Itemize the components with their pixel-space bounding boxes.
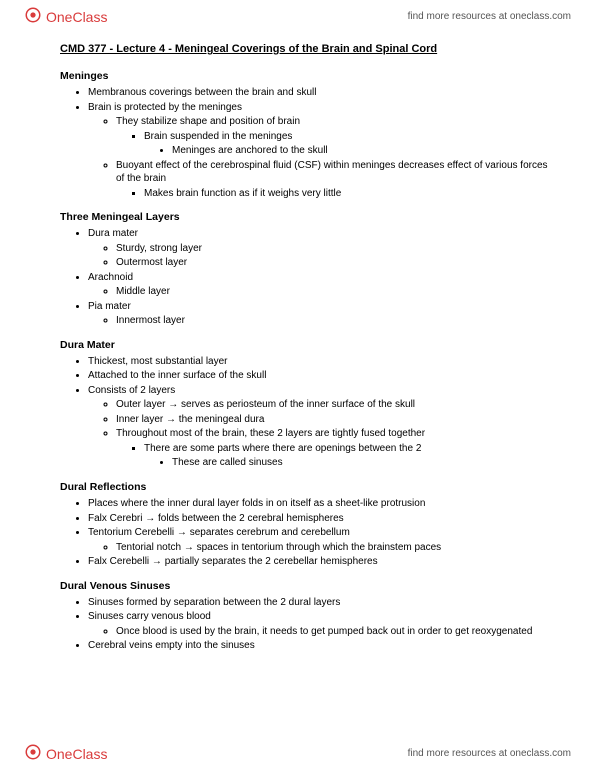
list-item: There are some parts where there are ope…: [144, 442, 555, 470]
list-item: Sinuses formed by separation between the…: [88, 596, 555, 610]
logo-icon: [24, 6, 42, 27]
list-item: Falx Cerebelli → partially separates the…: [88, 555, 555, 569]
list-item: Tentorial notch → spaces in tentorium th…: [116, 541, 555, 555]
list-item: Pia materInnermost layer: [88, 300, 555, 328]
list-item: Thickest, most substantial layer: [88, 355, 555, 369]
bullet-list: Outer layer → serves as periosteum of th…: [88, 398, 555, 470]
header-bar: OneClass find more resources at oneclass…: [0, 0, 595, 33]
list-item: These are called sinuses: [172, 456, 555, 470]
list-item: Dura materSturdy, strong layerOutermost …: [88, 227, 555, 270]
bullet-list: Innermost layer: [88, 314, 555, 328]
bullet-list: Meninges are anchored to the skull: [144, 144, 555, 158]
header-tagline[interactable]: find more resources at oneclass.com: [408, 11, 571, 22]
list-item: Places where the inner dural layer folds…: [88, 497, 555, 511]
list-item: Sturdy, strong layer: [116, 242, 555, 256]
footer-tagline[interactable]: find more resources at oneclass.com: [408, 748, 571, 759]
list-item: Once blood is used by the brain, it need…: [116, 625, 555, 639]
brand-logo-footer[interactable]: OneClass: [24, 743, 107, 764]
brand-name: OneClass: [46, 9, 107, 25]
brand-name-footer: OneClass: [46, 746, 107, 762]
bullet-list: Tentorial notch → spaces in tentorium th…: [88, 541, 555, 555]
list-item: Brain suspended in the meningesMeninges …: [144, 130, 555, 158]
section-heading: Dural Reflections: [60, 480, 555, 494]
bullet-list: They stabilize shape and position of bra…: [88, 115, 555, 200]
list-item: Tentorium Cerebelli → separates cerebrum…: [88, 526, 555, 554]
bullet-list: Membranous coverings between the brain a…: [60, 86, 555, 200]
list-item: Buoyant effect of the cerebrospinal flui…: [116, 159, 555, 201]
list-item: Cerebral veins empty into the sinuses: [88, 639, 555, 653]
bullet-list: Dura materSturdy, strong layerOutermost …: [60, 227, 555, 328]
list-item: Throughout most of the brain, these 2 la…: [116, 427, 555, 470]
list-item: Membranous coverings between the brain a…: [88, 86, 555, 100]
section-heading: Meninges: [60, 69, 555, 83]
list-item: Inner layer → the meningeal dura: [116, 413, 555, 427]
list-item: Sinuses carry venous bloodOnce blood is …: [88, 610, 555, 638]
bullet-list: These are called sinuses: [144, 456, 555, 470]
list-item: ArachnoidMiddle layer: [88, 271, 555, 299]
footer-bar: OneClass find more resources at oneclass…: [0, 737, 595, 770]
document-title: CMD 377 - Lecture 4 - Meningeal Covering…: [60, 42, 555, 57]
bullet-list: Places where the inner dural layer folds…: [60, 497, 555, 569]
list-item: Middle layer: [116, 285, 555, 299]
list-item: They stabilize shape and position of bra…: [116, 115, 555, 158]
brand-logo[interactable]: OneClass: [24, 6, 107, 27]
list-item: Outer layer → serves as periosteum of th…: [116, 398, 555, 412]
section-heading: Dura Mater: [60, 338, 555, 352]
list-item: Attached to the inner surface of the sku…: [88, 369, 555, 383]
bullet-list: Sinuses formed by separation between the…: [60, 596, 555, 653]
list-item: Falx Cerebri → folds between the 2 cereb…: [88, 512, 555, 526]
bullet-list: There are some parts where there are ope…: [116, 442, 555, 470]
bullet-list: Once blood is used by the brain, it need…: [88, 625, 555, 639]
list-item: Outermost layer: [116, 256, 555, 270]
section-heading: Dural Venous Sinuses: [60, 579, 555, 593]
list-item: Brain is protected by the meningesThey s…: [88, 101, 555, 201]
section-heading: Three Meningeal Layers: [60, 210, 555, 224]
list-item: Meninges are anchored to the skull: [172, 144, 555, 158]
list-item: Innermost layer: [116, 314, 555, 328]
bullet-list: Brain suspended in the meningesMeninges …: [116, 130, 555, 158]
sections-container: Meninges Membranous coverings between the…: [60, 69, 555, 653]
bullet-list: Middle layer: [88, 285, 555, 299]
bullet-list: Sturdy, strong layerOutermost layer: [88, 242, 555, 270]
bullet-list: Makes brain function as if it weighs ver…: [116, 187, 555, 201]
list-item: Consists of 2 layersOuter layer → serves…: [88, 384, 555, 470]
document-body: CMD 377 - Lecture 4 - Meningeal Covering…: [60, 42, 555, 654]
bullet-list: Thickest, most substantial layerAttached…: [60, 355, 555, 470]
list-item: Makes brain function as if it weighs ver…: [144, 187, 555, 201]
logo-icon: [24, 743, 42, 764]
